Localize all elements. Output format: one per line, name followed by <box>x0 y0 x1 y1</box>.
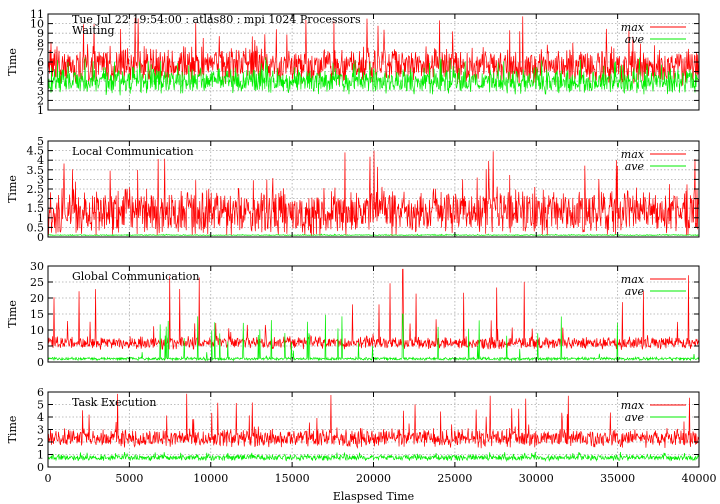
legend-label-max: max <box>621 148 645 161</box>
y-tick-label: 11 <box>30 8 44 21</box>
y-tick-label: 3 <box>37 85 44 98</box>
y-tick-label: 1.5 <box>27 202 45 215</box>
y-tick-label: 9 <box>37 27 44 40</box>
legend-label-max: max <box>621 399 645 412</box>
x-tick-label: 15000 <box>275 472 310 485</box>
series-line-ave <box>47 451 700 463</box>
legend-label-ave: ave <box>625 285 645 298</box>
series-line-max <box>47 150 700 237</box>
y-tick-label: 2 <box>37 94 44 107</box>
x-axis-label: Elaspsed Time <box>333 490 414 503</box>
y-tick-label: 1 <box>37 449 44 462</box>
y-tick-label: 3.5 <box>27 164 45 177</box>
y-tick-label: 0 <box>37 231 44 244</box>
y-tick-label: 5 <box>37 135 44 148</box>
series-line-max <box>47 268 700 350</box>
x-tick-label: 30000 <box>519 472 554 485</box>
y-tick-label: 15 <box>30 308 44 321</box>
y-tick-label: 3 <box>37 173 44 186</box>
x-tick-label: 40000 <box>682 472 717 485</box>
y-tick-label: 5 <box>37 399 44 412</box>
series-line-ave <box>47 57 700 96</box>
x-tick-label: 10000 <box>193 472 228 485</box>
y-tick-label: 25 <box>30 276 44 289</box>
y-tick-label: 2 <box>37 193 44 206</box>
panel-label: Local Communication <box>72 145 194 158</box>
y-tick-label: 4 <box>37 411 44 424</box>
y-tick-label: 10 <box>30 324 44 337</box>
y-tick-label: 0 <box>37 356 44 369</box>
panel-3: 0 5 10 15 20 25 30 Time Global Communication maxa… <box>6 260 700 369</box>
y-tick-label: 30 <box>30 260 44 273</box>
x-tick-label: 0 <box>45 472 52 485</box>
y-tick-label: 1 <box>37 104 44 117</box>
chart-title: Tue Jul 22 19:54:00 : atlas80 : mpi 1024… <box>72 13 361 26</box>
y-tick-label: 3 <box>37 424 44 437</box>
y-axis-label: Time <box>6 416 19 444</box>
y-tick-label: 2 <box>37 436 44 449</box>
y-tick-label: 5 <box>37 340 44 353</box>
y-tick-label: 7 <box>37 46 44 59</box>
y-tick-label: 6 <box>37 56 44 69</box>
y-tick-label: 0.5 <box>27 221 45 234</box>
legend-label-max: max <box>621 21 645 34</box>
y-tick-label: 6 <box>37 386 44 399</box>
panel-label: Waiting <box>72 24 115 37</box>
y-axis-label: Time <box>6 48 19 76</box>
panel-label: Task Execution <box>72 396 156 409</box>
y-tick-label: 5 <box>37 66 44 79</box>
y-tick-label: 1 <box>37 212 44 225</box>
legend-label-ave: ave <box>625 411 645 424</box>
legend-label-max: max <box>621 273 645 286</box>
y-tick-label: 10 <box>30 18 44 31</box>
panel-label: Global Communication <box>72 270 200 283</box>
y-tick-label: 2.5 <box>27 183 45 196</box>
y-axis-label: Time <box>6 300 19 328</box>
y-tick-label: 4.5 <box>27 145 45 158</box>
x-tick-label: 25000 <box>437 472 472 485</box>
y-tick-label: 8 <box>37 37 44 50</box>
x-tick-label: 35000 <box>600 472 635 485</box>
y-axis-label: Time <box>6 175 19 203</box>
legend-label-ave: ave <box>625 160 645 173</box>
legend-label-ave: ave <box>625 33 645 46</box>
x-tick-label: 20000 <box>356 472 391 485</box>
y-tick-label: 4 <box>37 75 44 88</box>
y-tick-label: 4 <box>37 154 44 167</box>
y-tick-label: 20 <box>30 292 44 305</box>
series-line-max <box>47 393 700 449</box>
panel-2: 00.511.522.533.544.55 Time Local Communica… <box>6 135 700 244</box>
series-line-max <box>47 16 700 86</box>
x-tick-label: 5000 <box>115 472 143 485</box>
y-tick-label: 0 <box>37 461 44 474</box>
